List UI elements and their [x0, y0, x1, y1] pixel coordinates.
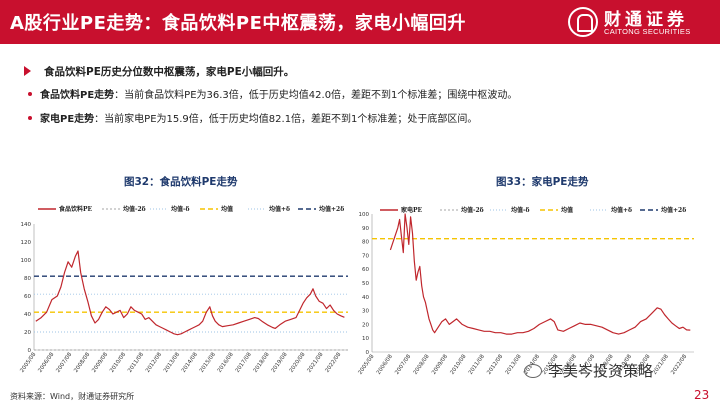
- legend-label: 均值-2δ: [123, 205, 146, 213]
- x-tick-label: 2012/08: [486, 353, 504, 376]
- x-tick-label: 2016/08: [217, 351, 235, 374]
- legend-label: 均值: [221, 205, 233, 213]
- chart-title-food-beverage: 图32：食品饮料PE走势: [124, 176, 238, 188]
- legend-label: 均值+δ: [611, 206, 632, 214]
- x-tick-label: 2008/08: [73, 351, 91, 374]
- logo-text-cn: 财通证券: [604, 10, 688, 30]
- x-tick-label: 2015/08: [199, 351, 217, 374]
- x-tick-label: 2008/08: [413, 353, 431, 376]
- x-tick-label: 2006/08: [376, 353, 394, 376]
- x-tick-label: 2014/08: [181, 351, 199, 374]
- x-tick-label: 2007/08: [394, 353, 412, 376]
- x-tick-label: 2021/08: [652, 353, 670, 376]
- y-tick-label: 100: [359, 212, 370, 218]
- x-tick-label: 2022/08: [670, 353, 688, 376]
- x-tick-label: 2013/08: [163, 351, 181, 374]
- legend-label: 均值-δ: [171, 205, 190, 213]
- bullet-home-appliance: 家电PE走势：当前家电PE为15.9倍，低于历史均值82.1倍，差距不到1个标准…: [40, 110, 477, 125]
- bullet-dot-icon: [28, 92, 32, 96]
- y-tick-label: 0: [366, 350, 370, 356]
- legend-label: 均值: [561, 206, 573, 214]
- y-tick-label: 80: [362, 240, 369, 246]
- summary-headline: 食品饮料PE历史分位数中枢震荡，家电PE小幅回升。: [44, 66, 295, 78]
- bullet-dot-icon: [28, 116, 32, 120]
- watermark-text: 李美岑投资策略: [548, 362, 654, 380]
- source-note: 资料来源：Wind，财通证券研究所: [10, 392, 135, 401]
- chart-title-home-appliance: 图33：家电PE走势: [496, 176, 589, 188]
- legend-label: 均值+δ: [269, 205, 290, 213]
- y-tick-label: 40: [24, 312, 31, 318]
- x-tick-label: 2007/08: [55, 351, 73, 374]
- y-tick-label: 90: [362, 226, 369, 232]
- x-tick-label: 2012/08: [145, 351, 163, 374]
- x-tick-label: 2005/08: [19, 351, 37, 374]
- x-tick-label: 2018/08: [253, 351, 271, 374]
- company-logo: 财通证券 CAITONG SECURITIES: [568, 4, 716, 40]
- legend-label: 食品饮料PE: [58, 205, 93, 213]
- legend-label: 家电PE: [401, 206, 423, 214]
- x-tick-label: 2019/08: [271, 351, 289, 374]
- legend-label: 均值+2δ: [319, 205, 344, 213]
- bullet-text: ：当前家电PE为15.9倍，低于历史均值82.1倍，差距不到1个标准差；处于底部…: [94, 114, 478, 125]
- x-tick-label: 2021/08: [306, 351, 324, 374]
- x-tick-label: 2011/08: [127, 351, 145, 374]
- x-tick-label: 2010/08: [449, 353, 467, 376]
- page-number: 23: [694, 388, 710, 402]
- y-tick-label: 30: [362, 309, 369, 315]
- x-tick-label: 2022/08: [324, 351, 342, 374]
- bullet-food-beverage: 食品饮料PE走势：当前食品饮料PE为36.3倍，低于历史均值42.0倍，差距不到…: [40, 86, 517, 101]
- legend-label: 均值-2δ: [461, 206, 484, 214]
- x-tick-label: 2010/08: [109, 351, 127, 374]
- y-tick-label: 60: [24, 294, 31, 300]
- arrow-bullet-icon: [24, 66, 31, 76]
- series-line: [389, 213, 691, 335]
- legend-label: 均值+2δ: [661, 206, 686, 214]
- x-tick-label: 2011/08: [468, 353, 486, 376]
- x-tick-label: 2020/08: [289, 351, 307, 374]
- x-tick-label: 2017/08: [235, 351, 253, 374]
- bullet-label: 家电PE走势: [40, 114, 95, 125]
- x-tick-label: 2005/08: [357, 353, 375, 376]
- y-tick-label: 120: [21, 240, 32, 246]
- y-tick-label: 20: [24, 330, 31, 336]
- x-tick-label: 2009/08: [91, 351, 109, 374]
- series-line: [35, 250, 345, 336]
- y-tick-label: 140: [21, 222, 32, 228]
- y-tick-label: 100: [21, 258, 32, 264]
- home-appliance-pe-chart: 0 10 20 30 40 50 60 70 80 90 100 2005/08 2006/08 2007…: [357, 206, 694, 376]
- y-tick-label: 60: [362, 267, 369, 273]
- y-tick-label: 40: [362, 295, 369, 301]
- bullet-text: ：当前食品饮料PE为36.3倍，低于历史均值42.0倍，差距不到1个标准差；围绕…: [114, 90, 518, 101]
- x-tick-label: 2006/08: [37, 351, 55, 374]
- header-bar: A股行业PE走势：食品饮料PE中枢震荡，家电小幅回升 财通证券 CAITONG …: [0, 0, 720, 44]
- y-tick-label: 20: [362, 322, 369, 328]
- bullet-label: 食品饮料PE走势: [40, 90, 115, 101]
- page-title: A股行业PE走势：食品饮料PE中枢震荡，家电小幅回升: [10, 13, 466, 34]
- x-tick-label: 2013/08: [505, 353, 523, 376]
- legend-label: 均值-δ: [511, 206, 530, 214]
- y-tick-label: 10: [362, 336, 369, 342]
- logo-icon: [568, 7, 598, 37]
- x-tick-label: 2009/08: [431, 353, 449, 376]
- logo-text-en: CAITONG SECURITIES: [604, 27, 691, 36]
- y-tick-label: 0: [28, 348, 32, 354]
- wechat-icon: [524, 364, 542, 378]
- y-tick-label: 80: [24, 276, 31, 282]
- y-tick-label: 50: [362, 281, 369, 287]
- y-tick-label: 70: [362, 253, 369, 259]
